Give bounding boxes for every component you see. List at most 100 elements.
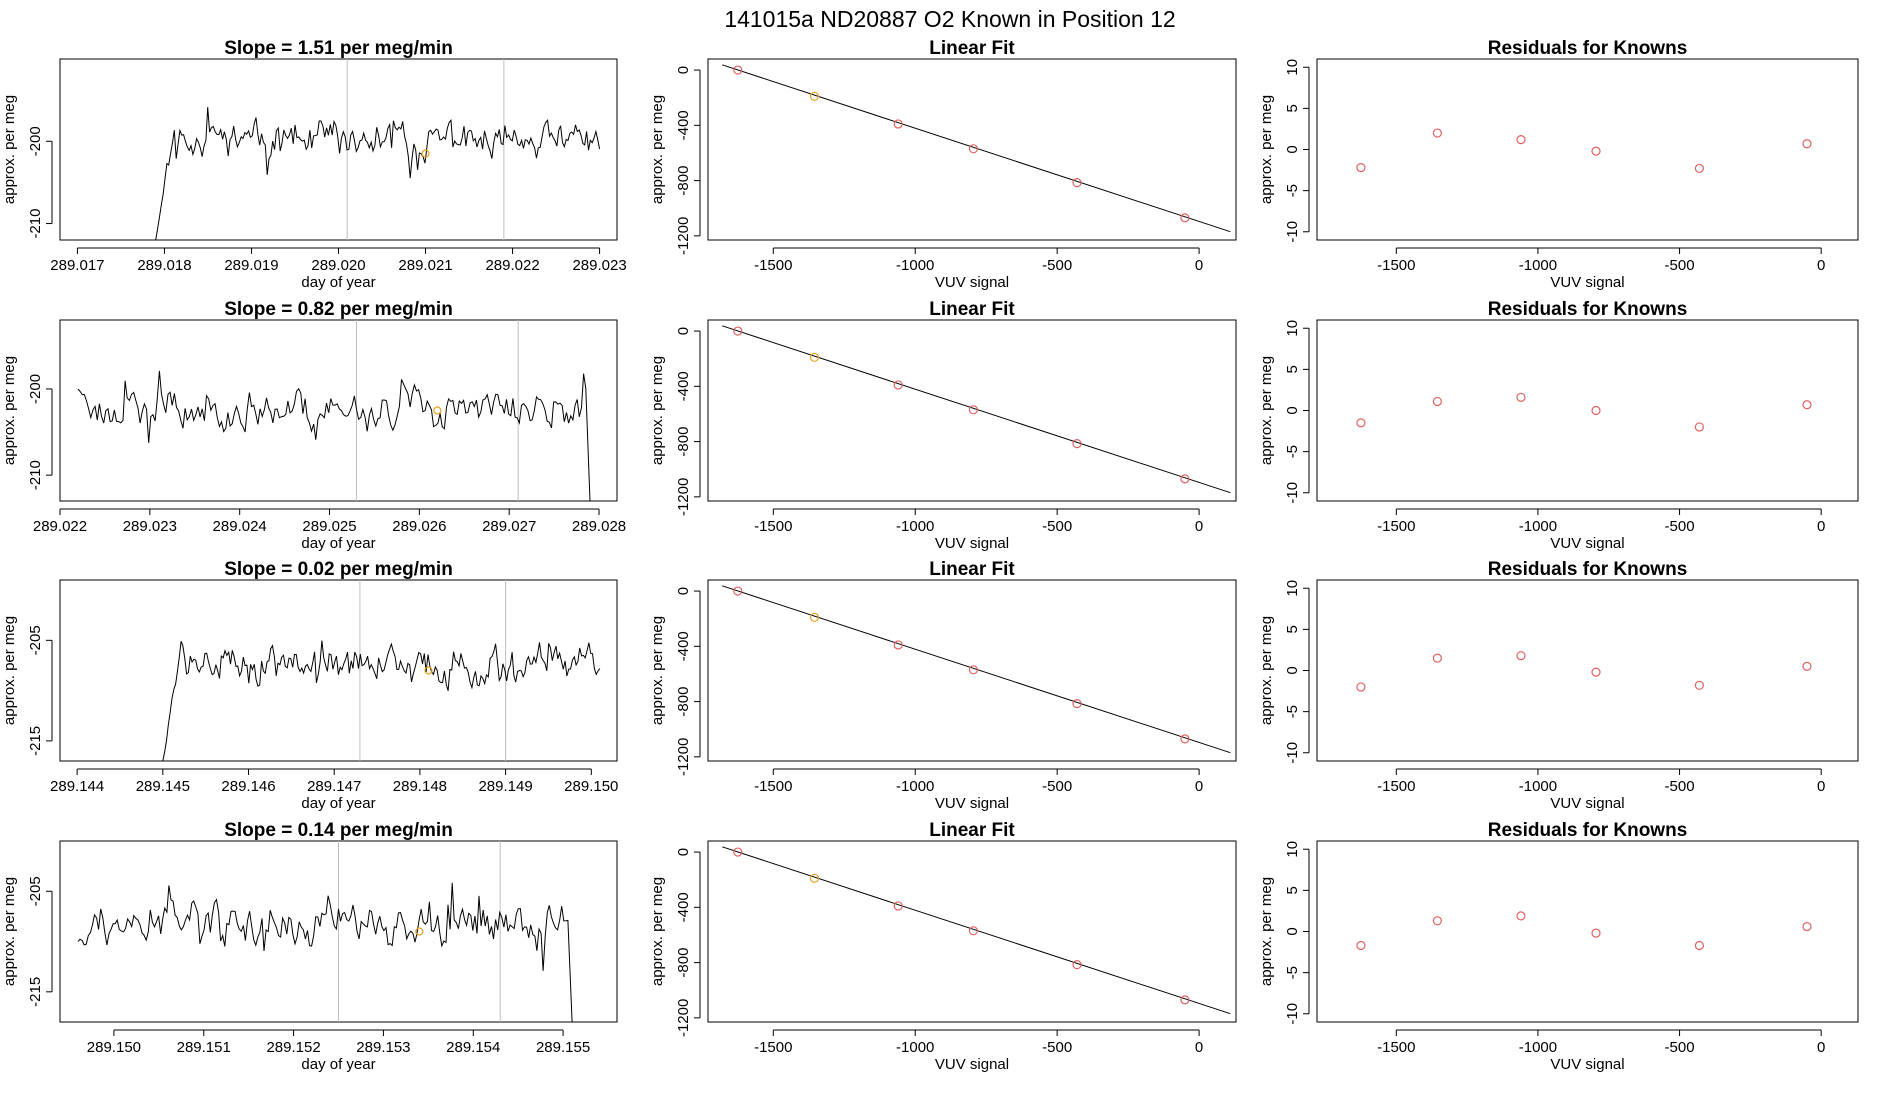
x-tick-label: -1000 [896,778,934,795]
x-tick-label: -500 [1042,778,1072,795]
y-tick-label: -210 [27,209,44,239]
data-point [1591,667,1601,677]
x-axis-label: VUV signal [1550,1056,1624,1073]
plot-frame [59,319,618,502]
x-tick-label: -1000 [1519,778,1557,795]
panel-r2c1: Slope = 0.82 per meg/min 289.022 289.023 28… [1,299,626,552]
x-tick-label: 289.152 [266,1039,320,1056]
panel-title: Linear Fit [929,38,1015,59]
data-point [968,144,979,154]
x-axis-label: VUV signal [935,535,1009,552]
x-tick-label: -1500 [1377,257,1415,274]
data-point [1356,163,1366,173]
x-tick-label: 289.145 [136,778,190,795]
fit-line [722,64,1231,233]
x-tick-label: 289.018 [137,257,191,274]
x-tick-label: 0 [1817,518,1825,535]
y-tick-label: -400 [675,371,692,401]
x-tick-label: 289.150 [87,1039,141,1056]
data-point [893,119,903,129]
data-point [968,926,979,936]
data-point [809,612,820,622]
x-tick-label: -1500 [754,257,792,274]
x-tick-label: -500 [1042,518,1072,535]
x-axis-label: day of year [301,1056,375,1073]
x-tick-label: 289.026 [392,518,446,535]
y-axis-label: approx. per meg [1,95,18,204]
panel-r4c1: Slope = 0.14 per meg/min 289.150 289.151 28… [1,820,618,1073]
plot-frame [1316,579,1859,762]
x-tick-label: 289.017 [50,257,104,274]
x-tick-label: 289.155 [536,1039,590,1056]
data-point [1180,995,1190,1005]
data-point [1432,916,1442,926]
x-tick-label: 0 [1817,778,1825,795]
x-tick-label: 289.025 [302,518,356,535]
data-point [809,873,820,883]
y-axis-label: approx. per meg [1,877,18,986]
data-point [1694,940,1704,951]
x-tick-label: 289.150 [564,778,618,795]
y-tick-label: -210 [27,460,44,490]
y-tick-label: -400 [675,631,692,661]
data-point [1694,422,1704,432]
x-axis-label: VUV signal [935,795,1009,812]
selected-point [424,666,433,675]
data-point [1180,474,1190,484]
panel-title: Residuals for Knowns [1488,559,1688,580]
x-tick-label: -500 [1042,257,1072,274]
y-tick-label: -5 [1284,705,1301,718]
figure-suptitle: 141015a ND20887 O2 Known in Position 12 [724,6,1175,32]
x-tick-label: -1000 [1519,1039,1557,1056]
y-tick-label: 0 [1284,406,1301,414]
y-tick-label: 5 [1284,886,1301,894]
x-tick-label: 289.154 [446,1039,500,1056]
y-tick-label: -1200 [675,738,692,776]
x-tick-label: -1500 [754,778,792,795]
y-axis-label: approx. per meg [1258,877,1275,986]
plot-frame [59,579,618,762]
x-tick-label: 289.151 [177,1039,231,1056]
data-point [1180,734,1190,744]
y-tick-label: -200 [27,126,44,156]
panel-r1c2: Linear Fit -1500 -1000 -500 0 VUV signal 0 -400… [649,38,1237,291]
x-axis-label: VUV signal [1550,274,1624,291]
data-point [1591,405,1601,416]
y-tick-label: -1200 [675,999,692,1037]
plot-frame [1316,58,1859,241]
y-tick-label: 10 [1284,841,1301,858]
fit-line [722,846,1231,1015]
x-tick-label: -1500 [1377,1039,1415,1056]
panel-r4c3: Residuals for Knowns -1500 -1000 -500 0 VUV s… [1258,820,1859,1073]
y-tick-label: -400 [675,110,692,140]
x-tick-label: 289.024 [213,518,267,535]
panel-r2c3: Residuals for Knowns -1500 -1000 -500 0 VUV s… [1258,299,1859,552]
x-tick-label: 0 [1195,257,1203,274]
panel-r3c3: Residuals for Knowns -1500 -1000 -500 0 VUV s… [1258,559,1859,812]
x-tick-label: -1500 [754,1039,792,1056]
x-tick-label: 0 [1817,257,1825,274]
data-point [733,586,743,596]
y-tick-label: -10 [1284,742,1301,764]
data-point [1694,163,1704,174]
y-tick-label: 5 [1284,365,1301,373]
x-axis-label: VUV signal [1550,795,1624,812]
x-tick-label: -500 [1665,1039,1695,1056]
panel-r3c2: Linear Fit -1500 -1000 -500 0 VUV signal 0 -400… [649,559,1237,812]
x-tick-label: -1000 [896,518,934,535]
x-tick-label: -500 [1665,257,1695,274]
x-tick-label: 289.022 [33,518,87,535]
data-point [968,665,979,675]
y-tick-label: 0 [675,66,692,74]
x-tick-label: -1000 [1519,518,1557,535]
y-axis-label: approx. per meg [1258,616,1275,725]
y-tick-label: -800 [675,948,692,978]
y-tick-label: 10 [1284,320,1301,337]
data-point [1802,921,1812,932]
data-point [1356,418,1366,428]
y-tick-label: -10 [1284,1003,1301,1025]
x-tick-label: 289.019 [224,257,278,274]
y-tick-label: 0 [1284,927,1301,935]
selected-point [415,927,424,936]
